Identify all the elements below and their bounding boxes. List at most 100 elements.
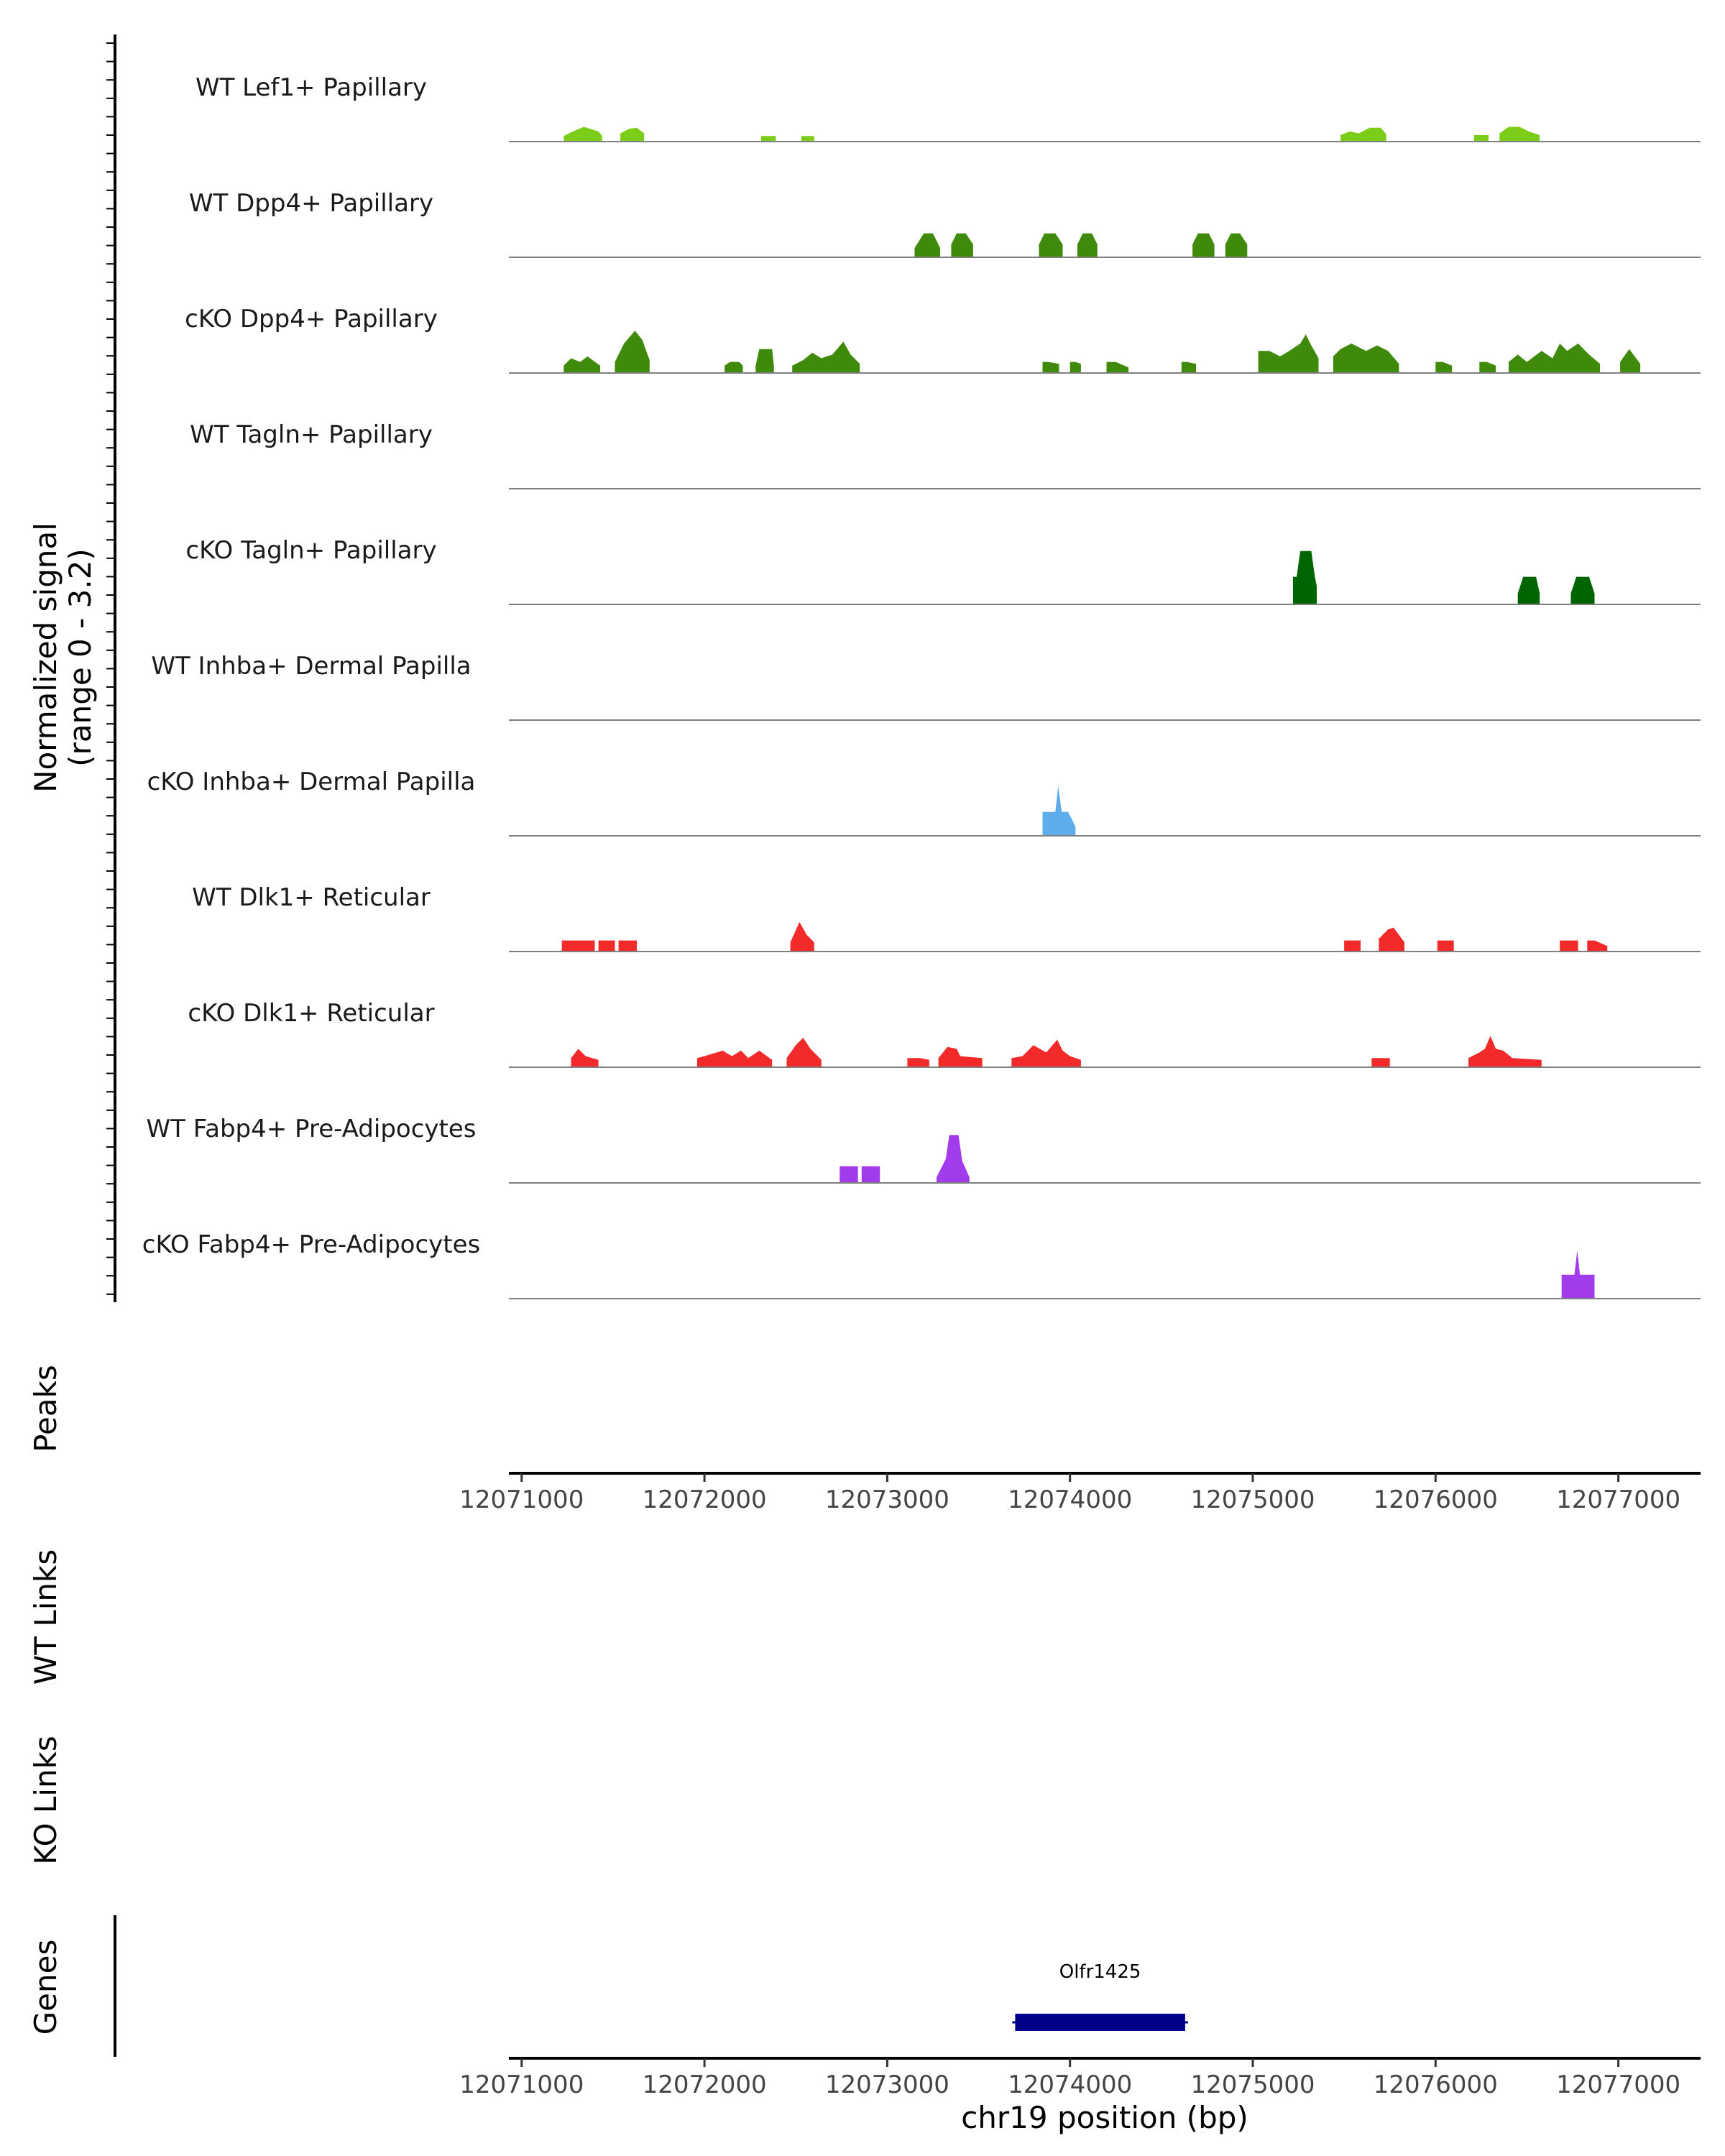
track-label: cKO Tagln+ Papillary [185, 536, 436, 565]
signal-peak [561, 940, 595, 952]
track-5: WT Inhba+ Dermal Papilla [151, 652, 1701, 721]
track-label: WT Lef1+ Papillary [196, 73, 427, 102]
signal-peak [1077, 233, 1098, 257]
x-tick-label: 12077000 [1556, 1485, 1680, 1514]
signal-peak [1225, 233, 1248, 257]
signal-peak [755, 349, 774, 373]
x-axis-top: 12071000 12072000 12073000 12074000 12075000… [459, 1473, 1680, 1514]
signal-peak [1479, 361, 1496, 373]
track-label: cKO Dpp4+ Papillary [185, 305, 438, 333]
x-tick-label: 12074000 [1008, 2070, 1132, 2099]
gene-track: Olfr1425 [1012, 1961, 1188, 2031]
signal-peak [1340, 127, 1386, 142]
signal-peak [724, 361, 743, 373]
y-axis-title: Normalized signal [28, 522, 63, 793]
signal-peak [1344, 940, 1361, 952]
track-9: WT Fabp4+ Pre-Adipocytes [147, 1115, 1701, 1184]
signal-peak [1042, 361, 1059, 373]
signal-peak [1371, 1058, 1390, 1067]
signal-peak [1499, 126, 1540, 142]
signal-peak [1620, 349, 1641, 373]
signal-peak [615, 331, 650, 373]
ko-links-track-label: KO Links [28, 1736, 63, 1865]
signal-peak [1042, 786, 1076, 836]
track-label: WT Tagln+ Papillary [190, 420, 433, 449]
signal-peak [1106, 361, 1129, 373]
signal-peak [1011, 1039, 1081, 1067]
signal-peak [861, 1166, 880, 1183]
x-axis-bottom: 12071000 12072000 12073000 12074000 12075000… [459, 2058, 1680, 2099]
track-1: WT Dpp4+ Papillary [189, 189, 1701, 258]
signal-peak [760, 136, 776, 142]
gene-label: Olfr1425 [1059, 1961, 1141, 1983]
signal-peak [937, 1135, 970, 1183]
track-4: cKO Tagln+ Papillary [185, 536, 1701, 605]
signal-tracks: WT Lef1+ Papillary WT Dpp4+ Papillary cKO … [142, 73, 1701, 1299]
signal-peak [1437, 940, 1454, 952]
peaks-track-label: Peaks [28, 1365, 63, 1452]
signal-peak [1379, 927, 1404, 952]
track-3: WT Tagln+ Papillary [190, 420, 1701, 489]
signal-peak [1517, 576, 1540, 604]
signal-peak [620, 127, 645, 142]
track-label: cKO Inhba+ Dermal Papilla [147, 768, 476, 796]
genes-track-label: Genes [28, 1940, 63, 2035]
track-label: WT Dlk1+ Reticular [192, 883, 431, 912]
track-7: WT Dlk1+ Reticular [192, 883, 1701, 952]
signal-peak [696, 1050, 773, 1067]
signal-peak [564, 356, 601, 373]
x-tick-label: 12072000 [643, 2070, 767, 2099]
signal-peak [1473, 135, 1489, 142]
track-0: WT Lef1+ Papillary [196, 73, 1701, 142]
track-10: cKO Fabp4+ Pre-Adipocytes [142, 1230, 1701, 1299]
x-tick-label: 12075000 [1190, 2070, 1315, 2099]
x-tick-label: 12071000 [459, 2070, 584, 2099]
signal-peak [598, 940, 615, 952]
signal-peak [1435, 361, 1453, 373]
signal-peak [1039, 233, 1063, 257]
signal-peak [1509, 344, 1601, 373]
signal-peak [1561, 1250, 1595, 1299]
signal-peak [1587, 940, 1608, 952]
signal-peak [1560, 940, 1578, 952]
x-tick-label: 12077000 [1556, 2070, 1680, 2099]
signal-peak [840, 1166, 858, 1183]
signal-peak [1070, 361, 1081, 373]
track-label: WT Dpp4+ Papillary [189, 189, 433, 218]
signal-peak [1258, 334, 1319, 373]
wt-links-track-label: WT Links [28, 1549, 63, 1685]
signal-peak [907, 1058, 929, 1067]
track-label: cKO Fabp4+ Pre-Adipocytes [142, 1230, 481, 1259]
signal-peak [801, 136, 814, 142]
track-label: WT Fabp4+ Pre-Adipocytes [147, 1115, 477, 1143]
signal-peak [938, 1046, 983, 1067]
signal-peak [790, 922, 814, 952]
x-tick-label: 12076000 [1374, 2070, 1498, 2099]
signal-peak [792, 341, 860, 373]
signal-peak [914, 233, 941, 257]
signal-peak [564, 126, 602, 142]
track-8: cKO Dlk1+ Reticular [188, 999, 1701, 1068]
signal-peak [1192, 233, 1215, 257]
y-axis-subtitle: (range 0 - 3.2) [63, 548, 98, 767]
y-axis-title-line1: Normalized signal [28, 522, 63, 793]
x-tick-label: 12074000 [1008, 1485, 1132, 1514]
signal-peak [1468, 1036, 1542, 1067]
track-label: cKO Dlk1+ Reticular [188, 999, 434, 1028]
x-axis-title: chr19 position (bp) [961, 2100, 1248, 2135]
x-tick-label: 12076000 [1374, 1485, 1498, 1514]
y-axis-title-line2: (range 0 - 3.2) [63, 548, 98, 767]
signal-peak [1333, 344, 1399, 373]
track-label: WT Inhba+ Dermal Papilla [151, 652, 471, 681]
x-tick-label: 12073000 [825, 2070, 949, 2099]
signal-peak [1181, 361, 1197, 373]
track-2: cKO Dpp4+ Papillary [185, 305, 1701, 374]
track-6: cKO Inhba+ Dermal Papilla [147, 768, 1701, 837]
signal-peak [618, 940, 637, 952]
signal-peak [1292, 550, 1317, 604]
x-tick-label: 12072000 [643, 1485, 767, 1514]
x-tick-label: 12075000 [1190, 1485, 1315, 1514]
signal-peak [786, 1038, 822, 1067]
signal-peak [951, 233, 973, 257]
